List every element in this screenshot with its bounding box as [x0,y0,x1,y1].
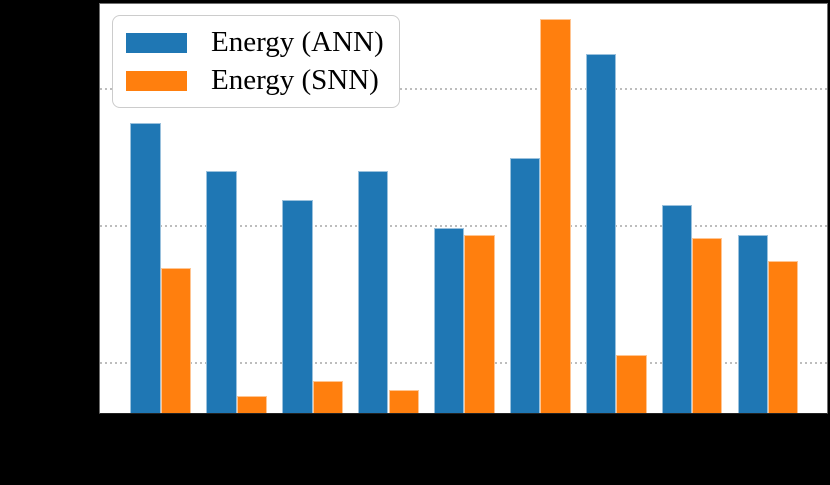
bar-snn-9 [768,260,799,413]
bar-snn-8 [692,238,723,413]
legend-entry-ann: Energy (ANN) [126,28,399,57]
bar-snn-2 [236,395,268,413]
legend-entry-snn: Energy (SNN) [126,66,399,95]
bar-snn-7 [616,354,647,413]
bar-ann-3 [282,199,313,413]
bar-ann-5 [434,228,465,413]
bar-snn-1 [160,267,192,413]
legend: Energy (ANN) Energy (SNN) [112,15,400,108]
bar-ann-2 [206,171,237,413]
bar-snn-3 [312,381,343,413]
bar-ann-1 [130,122,161,413]
plot-area [99,3,828,414]
bar-ann-9 [737,235,768,413]
bar-ann-8 [661,205,693,413]
legend-ann-label: Energy (ANN) [211,26,384,58]
bar-snn-4 [388,389,419,413]
bar-ann-7 [585,54,617,413]
legend-snn-color-swatch [126,70,187,91]
bar-snn-5 [464,235,495,413]
legend-snn-label: Energy (SNN) [211,64,379,96]
gridline [100,88,827,91]
bar-ann-4 [358,171,389,413]
bar-snn-6 [540,19,571,413]
bar-ann-6 [509,158,541,413]
legend-ann-color-swatch [126,32,187,53]
bars [100,4,827,413]
gridline [100,225,827,228]
